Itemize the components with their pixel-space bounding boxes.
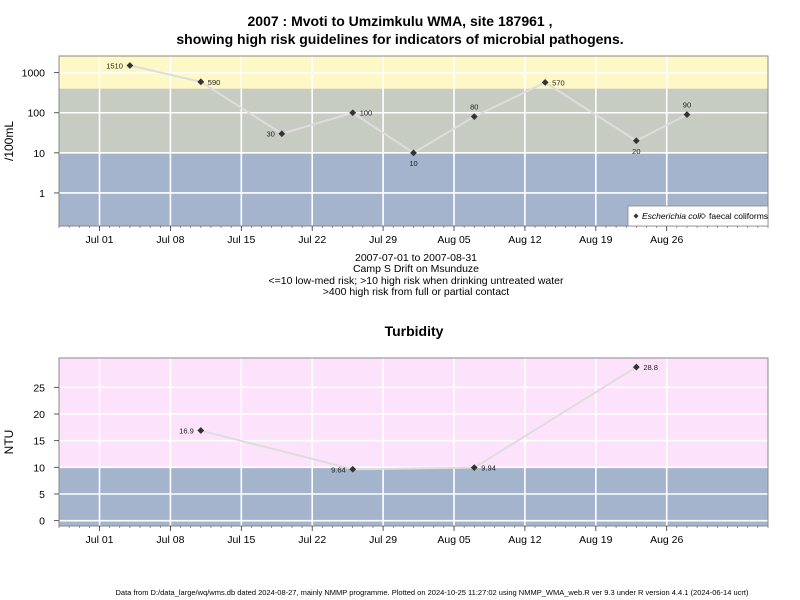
y-tick-label: 10: [33, 462, 45, 474]
x-tick-label: Jul 01: [85, 234, 113, 246]
x-tick-label: Jul 08: [156, 234, 184, 246]
y-tick-label: 1: [39, 188, 45, 200]
data-point: [349, 465, 357, 473]
data-point: [683, 111, 691, 118]
data-point: [197, 78, 205, 86]
data-label: 10: [409, 159, 417, 168]
y-tick-label: 5: [39, 489, 45, 501]
data-point: [541, 79, 549, 86]
data-label: 1510: [106, 61, 123, 70]
risk-guideline-contact: >400 high risk from full or partial cont…: [322, 286, 510, 298]
x-tick-label: Jul 29: [369, 234, 397, 246]
data-point: [632, 363, 640, 371]
risk-guideline-drinking: <=10 low-med risk; >10 high risk when dr…: [268, 275, 564, 287]
data-label: 80: [470, 103, 478, 112]
data-label: 16.9: [179, 427, 194, 436]
data-point: [126, 62, 134, 69]
x-tick-label: Jul 22: [298, 234, 326, 246]
data-label: 30: [266, 130, 274, 139]
x-tick-label: Aug 12: [508, 534, 541, 546]
x-tick-label: Jul 08: [156, 534, 184, 546]
x-tick-label: Aug 12: [508, 234, 541, 246]
chart-panel-2: Jul 01 Jul 08 Jul 15 Jul 22 Jul 29 Aug 05 Aug …: [2, 323, 769, 546]
x-tick-label: Jul 22: [298, 534, 326, 546]
data-label: 570: [552, 78, 565, 87]
legend-box: [627, 205, 769, 227]
site-name-label: Camp S Drift on Msunduze: [352, 263, 480, 275]
data-label: 90: [683, 101, 691, 110]
data-label: 590: [208, 78, 221, 87]
chart-panel-1: Jul 01 Jul 08 Jul 15 Jul 22 Jul 29 Aug 05 Aug …: [2, 55, 769, 246]
data-label: 20: [632, 147, 640, 156]
legend: Escherichia coli faecal coliforms: [627, 205, 769, 227]
x-tick-label: Aug 26: [650, 234, 683, 246]
y-tick-label: 0: [39, 516, 45, 528]
data-label: 100: [360, 109, 373, 118]
data-point: [410, 149, 417, 157]
data-point: [197, 427, 205, 434]
y-tick-label: 1000: [22, 68, 46, 80]
risk-band-2: [59, 358, 768, 468]
x-tick-label: Aug 26: [650, 534, 683, 546]
data-point: [349, 109, 357, 117]
y-tick-label: 15: [33, 436, 45, 448]
x-tick-label: Aug 05: [437, 534, 470, 546]
chart-title-line1: 2007 : Mvoti to Umzimkulu WMA, site 1879…: [247, 13, 553, 29]
x-tick-label: Jul 15: [227, 534, 255, 546]
y-axis-label: /100mL: [2, 121, 16, 161]
risk-band-1: [59, 467, 768, 526]
y-tick-label: 20: [33, 409, 45, 421]
data-point: [632, 137, 640, 145]
y-tick-label: 10: [33, 148, 45, 160]
x-tick-label: Aug 19: [579, 234, 612, 246]
date-range-label: 2007-07-01 to 2007-08-31: [354, 252, 477, 264]
x-tick-label: Jul 01: [85, 534, 113, 546]
data-point: [278, 130, 286, 138]
x-tick-label: Aug 19: [579, 534, 612, 546]
data-point: [470, 113, 478, 121]
x-tick-label: Jul 29: [369, 534, 397, 546]
y-tick-label: 25: [33, 382, 45, 394]
x-tick-label: Jul 15: [227, 234, 255, 246]
series-line: [200, 366, 637, 471]
data-label: 9.64: [331, 465, 346, 474]
x-tick-label: Aug 05: [437, 234, 470, 246]
data-label: 28.8: [643, 363, 658, 372]
risk-band-2: [59, 88, 768, 153]
panel-title: Turbidity: [385, 323, 444, 339]
y-axis-label: NTU: [2, 430, 16, 455]
legend-label-ecoli: Escherichia coli: [642, 211, 702, 221]
data-label: 9.94: [481, 464, 496, 473]
data-point: [470, 464, 478, 472]
legend-label-faecal: faecal coliforms: [709, 211, 768, 221]
legend-marker-faecal: [700, 213, 706, 219]
legend-marker-ecoli: [633, 213, 639, 219]
footer-note: Data from D:/data_large/wq/wms.db dated …: [115, 588, 749, 597]
y-tick-label: 100: [27, 108, 45, 120]
chart-title-line2: showing high risk guidelines for indicat…: [176, 31, 624, 47]
